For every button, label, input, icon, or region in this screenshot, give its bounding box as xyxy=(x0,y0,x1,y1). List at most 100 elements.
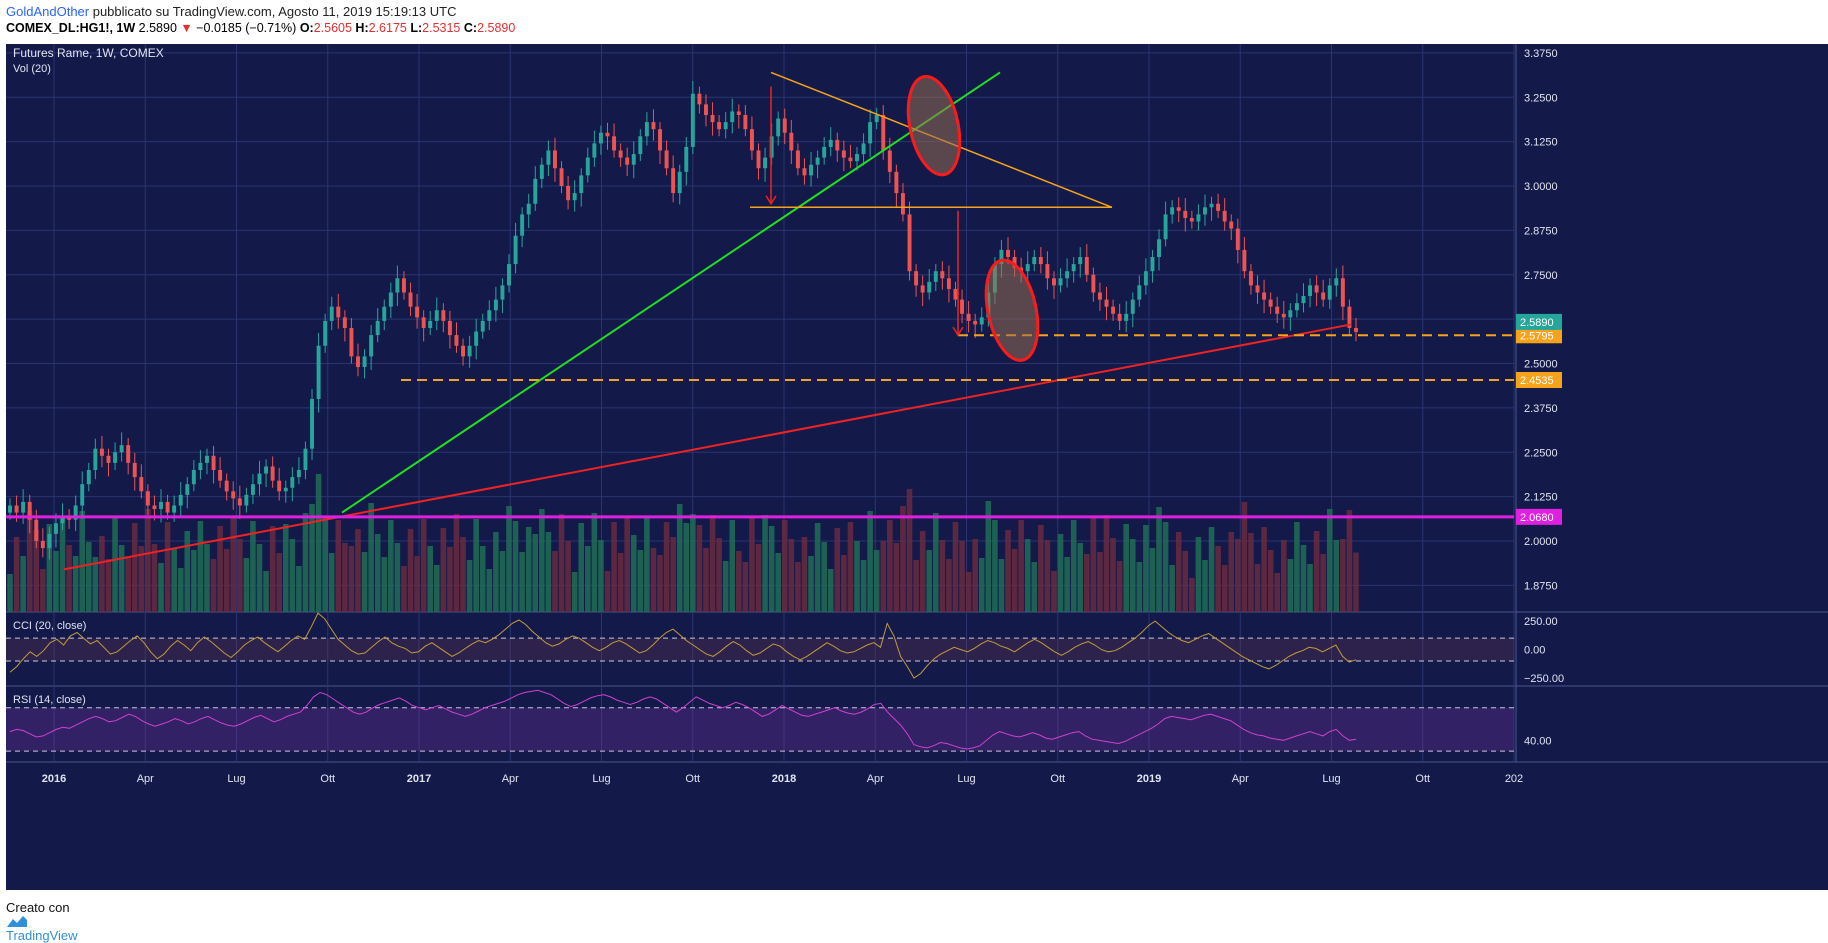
last-price-tag xyxy=(1516,313,1562,330)
author-link[interactable]: GoldAndOther xyxy=(6,4,90,19)
tradingview-link[interactable]: TradingView xyxy=(6,928,78,943)
candle-body xyxy=(1314,285,1319,293)
volume-bar xyxy=(552,551,558,612)
volume-bar xyxy=(512,521,519,612)
volume-bar xyxy=(322,518,328,612)
time-tick-label: Lug xyxy=(957,773,975,785)
volume-bar xyxy=(237,539,243,612)
price-chart-svg[interactable]: 3.37503.25003.12503.00002.87502.75002.62… xyxy=(6,44,1828,890)
volume-bar xyxy=(184,531,191,612)
volume-bar xyxy=(578,523,585,612)
time-tick-label: Apr xyxy=(502,773,519,785)
volume-bar xyxy=(210,559,217,612)
candle-body xyxy=(920,285,925,293)
volume-bar xyxy=(460,537,466,612)
volume-bar xyxy=(795,562,801,612)
candle-body xyxy=(677,171,682,194)
volume-bar xyxy=(335,520,342,612)
candle-body xyxy=(139,477,144,492)
volume-bar xyxy=(282,524,289,612)
last-price: 2.5890 xyxy=(138,21,177,35)
volume-bar xyxy=(1038,525,1044,612)
volume-bar xyxy=(650,548,657,612)
red-arrow-1-head xyxy=(765,195,777,206)
candle-body xyxy=(625,157,630,165)
volume-bar xyxy=(33,530,40,612)
candle-body xyxy=(940,271,945,279)
volume-bar xyxy=(1208,527,1215,612)
candle-body xyxy=(231,491,236,499)
volume-bar xyxy=(66,545,72,612)
candle-body xyxy=(1025,264,1030,272)
volume-bar xyxy=(611,522,617,612)
candle-body xyxy=(592,143,597,158)
volume-bar xyxy=(959,541,965,612)
candle-body xyxy=(1078,257,1083,265)
volume-bar xyxy=(860,560,867,612)
volume-bar xyxy=(880,541,887,612)
volume-bar xyxy=(775,553,781,612)
candles xyxy=(8,80,1358,560)
volume-bar xyxy=(296,566,302,612)
green-trendline xyxy=(341,71,1001,514)
candle-body xyxy=(159,501,163,510)
candle-body xyxy=(296,470,301,478)
candle-body xyxy=(126,445,131,463)
candle-body xyxy=(434,310,439,321)
candle-body xyxy=(290,477,295,488)
volume-bar xyxy=(630,535,637,612)
volume-bar xyxy=(1024,539,1031,612)
volume-bar xyxy=(893,543,900,612)
candle-body xyxy=(237,498,242,506)
candle-body xyxy=(270,466,275,481)
volume-bar xyxy=(1287,559,1294,612)
candle-body xyxy=(395,278,400,293)
candle-body xyxy=(1327,285,1332,300)
candle-body xyxy=(1203,207,1207,215)
symbol-label: COMEX_DL:HG1!, 1W xyxy=(6,21,136,35)
volume-bar xyxy=(742,562,749,612)
candle-body xyxy=(1012,257,1017,268)
candle-body xyxy=(401,278,406,293)
price-tick-label: 2.1250 xyxy=(1524,492,1558,504)
candle-body xyxy=(1189,217,1194,222)
candle-body xyxy=(1104,299,1109,307)
candle-body xyxy=(1052,278,1056,286)
candle-body xyxy=(1045,264,1050,279)
candle-body xyxy=(631,154,636,165)
candle-body xyxy=(809,164,814,176)
volume-bar xyxy=(841,555,847,612)
time-tick-label: Ott xyxy=(1415,773,1430,785)
candle-body xyxy=(8,505,12,513)
time-tick-label: 2017 xyxy=(407,773,431,785)
volume-bar xyxy=(939,540,946,612)
candle-body xyxy=(224,480,229,492)
time-tick-label: Lug xyxy=(227,773,245,785)
volume-bar xyxy=(801,537,808,612)
candle-body xyxy=(145,491,150,506)
candle-body xyxy=(191,470,196,485)
candle-body xyxy=(264,466,269,474)
candle-body xyxy=(1248,271,1253,286)
volume-bar xyxy=(250,521,256,612)
open-value: 2.5605 xyxy=(313,21,352,35)
volume-bar xyxy=(768,526,775,612)
candle-body xyxy=(185,484,190,495)
candle-body xyxy=(349,328,354,357)
time-tick-label: Ott xyxy=(685,773,700,785)
candle-body xyxy=(736,111,741,115)
chart-area[interactable]: 3.37503.25003.12503.00002.87502.75002.62… xyxy=(6,44,1828,890)
volume-bar xyxy=(1149,548,1156,612)
candle-body xyxy=(1091,274,1096,293)
volume-bar xyxy=(952,522,959,612)
candle-body xyxy=(14,505,19,513)
price-tick-label: 1.8750 xyxy=(1524,580,1558,592)
volume-bar xyxy=(1294,522,1300,612)
volume-bar xyxy=(26,511,33,612)
volume-bar xyxy=(525,527,532,612)
time-tick-label: Apr xyxy=(867,773,884,785)
candle-body xyxy=(99,448,104,456)
candle-body xyxy=(329,306,334,321)
candle-body xyxy=(93,448,98,470)
volume-bar xyxy=(545,532,552,612)
